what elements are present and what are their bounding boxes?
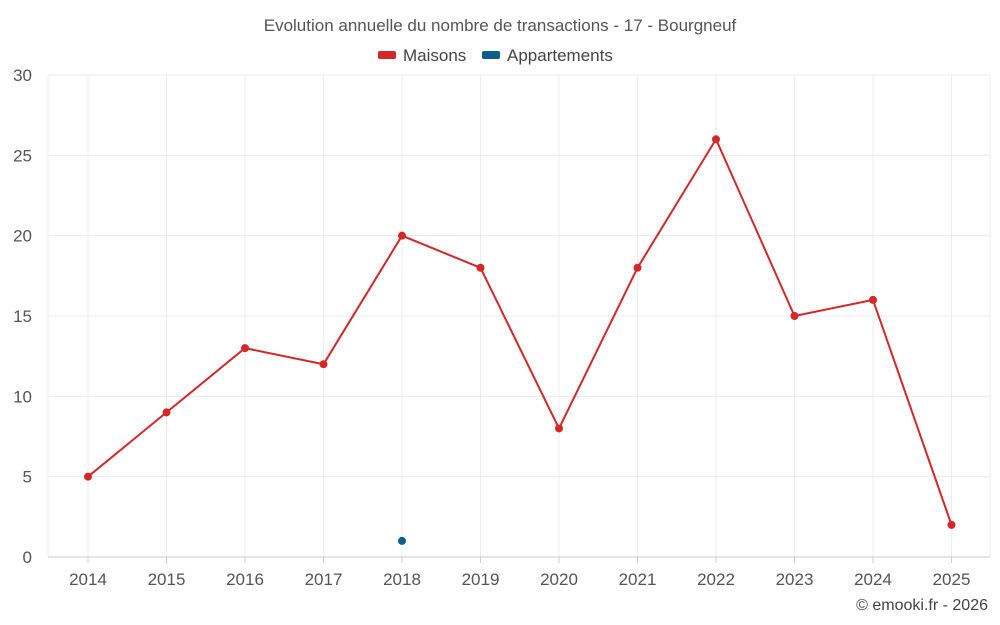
legend[interactable]: Maisons Appartements xyxy=(378,46,613,65)
credit-text: © emooki.fr - 2026 xyxy=(856,597,988,614)
data-point-maisons[interactable] xyxy=(162,408,171,417)
legend-item-maisons[interactable]: Maisons xyxy=(378,46,466,65)
data-point-appartements[interactable] xyxy=(398,536,406,545)
legend-swatch xyxy=(378,51,396,59)
y-tick-label: 30 xyxy=(13,66,32,85)
data-point-maisons[interactable] xyxy=(476,263,485,272)
data-point-maisons[interactable] xyxy=(869,295,877,304)
y-tick-label: 0 xyxy=(23,548,32,567)
x-tick-label: 2023 xyxy=(776,570,814,589)
chart-title: Evolution annuelle du nombre de transact… xyxy=(264,16,737,35)
x-tick-label: 2025 xyxy=(933,570,971,589)
x-tick-label: 2015 xyxy=(148,570,186,589)
legend-item-appartements[interactable]: Appartements xyxy=(482,46,613,65)
data-point-maisons[interactable] xyxy=(633,263,642,272)
y-tick-label: 5 xyxy=(23,468,32,487)
x-tick-label: 2024 xyxy=(854,570,892,589)
legend-swatch xyxy=(482,51,500,59)
data-point-maisons[interactable] xyxy=(84,472,92,481)
y-tick-label: 25 xyxy=(13,146,32,165)
series-line-maisons xyxy=(87,137,953,526)
data-point-maisons[interactable] xyxy=(319,360,328,369)
legend-label: Maisons xyxy=(403,46,466,65)
x-tick-label: 2019 xyxy=(462,570,500,589)
data-point-maisons[interactable] xyxy=(947,520,956,529)
x-tick-label: 2014 xyxy=(69,570,107,589)
y-tick-label: 10 xyxy=(13,387,32,406)
x-tick-label: 2021 xyxy=(619,570,657,589)
data-point-maisons[interactable] xyxy=(555,424,563,433)
x-tick-label: 2020 xyxy=(540,570,578,589)
data-point-maisons[interactable] xyxy=(712,135,720,144)
y-tick-label: 20 xyxy=(13,227,32,246)
x-axis: 2014 2015 2016 2017 2018 2019 2020 2021 2022 2023… xyxy=(48,556,990,589)
y-axis: 0 5 10 15 20 25 30 xyxy=(13,66,32,567)
y-tick-label: 15 xyxy=(13,307,32,326)
data-point-maisons[interactable] xyxy=(398,231,406,240)
x-tick-label: 2017 xyxy=(305,570,343,589)
series-layer xyxy=(84,135,956,545)
x-tick-label: 2022 xyxy=(697,570,735,589)
x-tick-label: 2016 xyxy=(226,570,264,589)
legend-label: Appartements xyxy=(507,46,613,65)
data-point-maisons[interactable] xyxy=(790,312,799,320)
data-point-maisons[interactable] xyxy=(241,344,249,353)
x-tick-label: 2018 xyxy=(383,570,421,589)
gridlines xyxy=(47,74,991,557)
